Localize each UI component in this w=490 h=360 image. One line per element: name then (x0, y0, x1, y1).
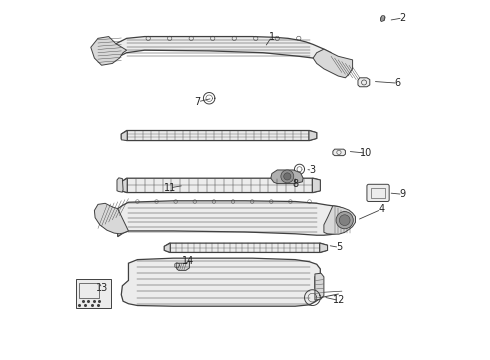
Text: 2: 2 (400, 13, 406, 23)
Text: 1: 1 (269, 32, 275, 41)
Text: 5: 5 (336, 242, 343, 252)
Polygon shape (122, 131, 317, 140)
Polygon shape (271, 170, 303, 184)
Text: 8: 8 (293, 179, 299, 189)
Circle shape (284, 173, 291, 180)
Polygon shape (122, 178, 127, 193)
Text: 11: 11 (164, 183, 176, 193)
Bar (76, 279, 111, 309)
Polygon shape (315, 273, 324, 300)
Polygon shape (358, 78, 370, 87)
Polygon shape (313, 178, 320, 193)
Polygon shape (324, 206, 355, 234)
Polygon shape (122, 178, 320, 193)
Text: 4: 4 (378, 204, 384, 215)
Polygon shape (117, 178, 123, 192)
Text: 14: 14 (182, 256, 195, 266)
Text: 13: 13 (96, 283, 108, 293)
Text: 6: 6 (395, 78, 401, 88)
Polygon shape (164, 243, 171, 252)
Polygon shape (95, 203, 128, 234)
Polygon shape (164, 243, 327, 252)
Text: 10: 10 (360, 148, 372, 158)
Bar (371, 188, 385, 198)
Polygon shape (122, 131, 127, 140)
Text: 7: 7 (195, 97, 201, 107)
Circle shape (339, 215, 350, 226)
Polygon shape (319, 243, 327, 252)
Polygon shape (313, 49, 353, 78)
Text: 9: 9 (400, 189, 406, 199)
Text: 3: 3 (309, 165, 316, 175)
Polygon shape (333, 149, 345, 156)
Polygon shape (91, 37, 126, 65)
Polygon shape (118, 201, 347, 237)
Polygon shape (381, 16, 385, 22)
FancyBboxPatch shape (367, 184, 389, 202)
Circle shape (281, 170, 294, 183)
Text: 12: 12 (333, 296, 345, 306)
Circle shape (336, 212, 353, 229)
Bar (78, 283, 99, 298)
Polygon shape (309, 131, 317, 140)
Polygon shape (122, 258, 320, 306)
Polygon shape (176, 261, 190, 270)
Polygon shape (116, 37, 331, 62)
